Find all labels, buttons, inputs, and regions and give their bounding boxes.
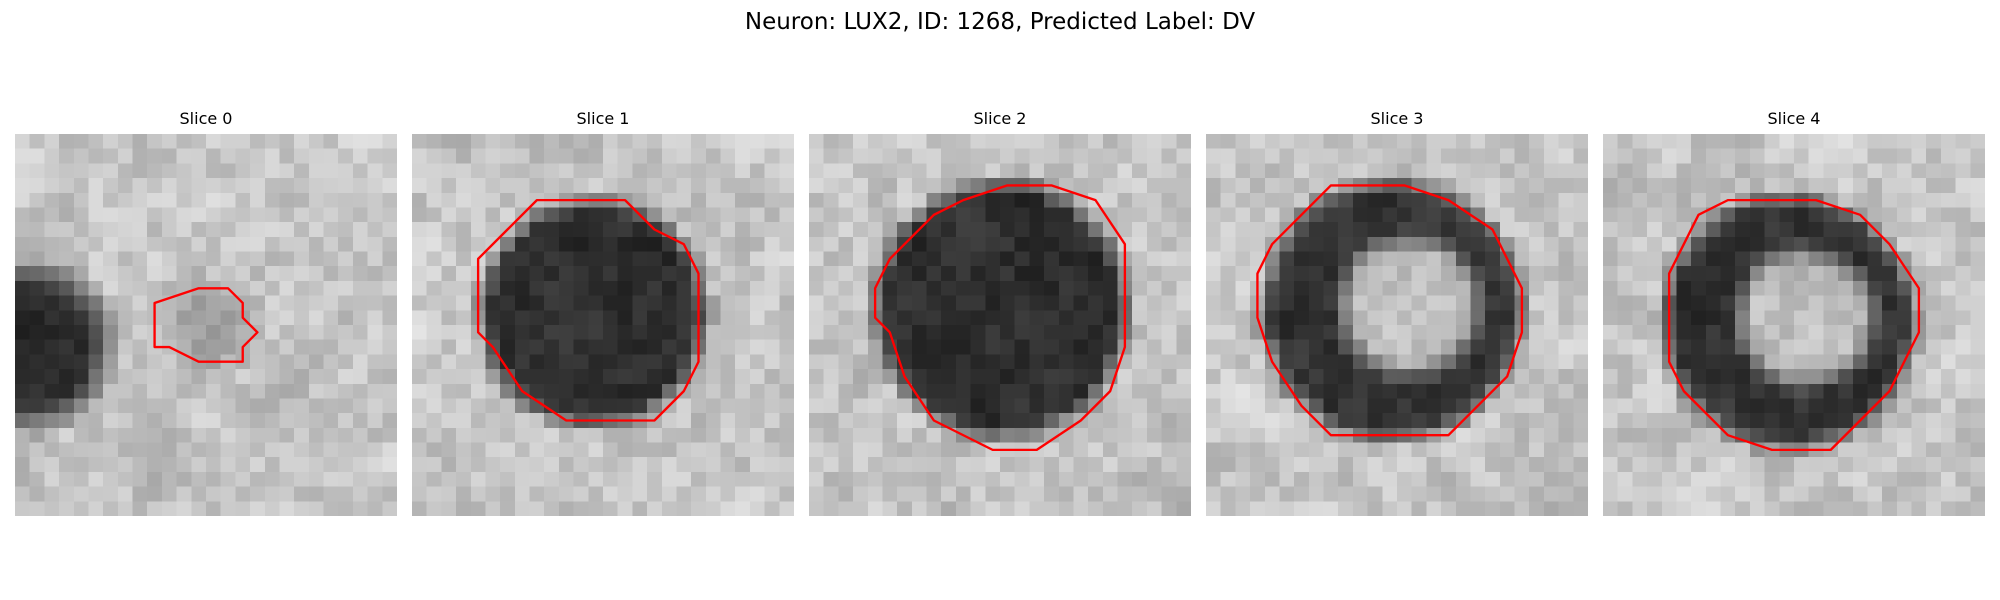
panel-title: Slice 1 [576,109,630,128]
slice-image [1603,134,1985,516]
panel-slice-4: Slice 4 [1603,108,1985,516]
panel-slice-1: Slice 1 [412,108,794,516]
slice-image [1206,134,1588,516]
slice-image [809,134,1191,516]
panel-slice-0: Slice 0 [15,108,397,516]
contour-outline [1667,198,1921,452]
contour-outline [873,184,1127,452]
contour-outline [153,287,259,363]
panel-title: Slice 2 [973,109,1027,128]
panel-title: Slice 3 [1370,109,1424,128]
figure-title: Neuron: LUX2, ID: 1268, Predicted Label:… [744,9,1256,35]
slice-image [412,134,794,516]
panel-slice-3: Slice 3 [1206,108,1588,516]
contour-outline [476,198,700,422]
contour-outline [1256,184,1524,437]
slice-image [15,134,397,516]
panel-title: Slice 4 [1767,109,1821,128]
panel-slice-2: Slice 2 [809,108,1191,516]
panel-title: Slice 0 [179,109,233,128]
